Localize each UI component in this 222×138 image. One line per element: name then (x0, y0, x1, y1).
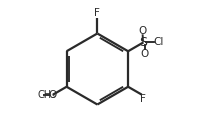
Text: O: O (48, 90, 56, 100)
Text: Cl: Cl (154, 37, 164, 47)
Text: F: F (94, 8, 100, 18)
Text: CH₃: CH₃ (38, 90, 56, 100)
Text: F: F (140, 94, 146, 104)
Text: O: O (141, 49, 149, 59)
Text: S: S (139, 36, 147, 49)
Text: O: O (139, 26, 147, 36)
